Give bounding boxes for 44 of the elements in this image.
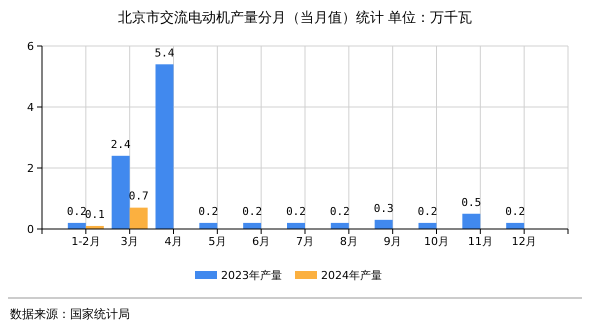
y-tick-label: 2 [27,162,34,175]
x-tick-label: 3月 [120,235,139,248]
bar [462,214,480,229]
bar [130,208,148,229]
bar [374,220,393,229]
data-label: 0.5 [461,196,482,209]
data-label: 0.2 [242,204,262,218]
y-tick-label: 4 [27,101,34,114]
data-label: 0.2 [505,204,526,218]
x-tick-label: 1-2月 [71,235,100,248]
bar [287,222,305,229]
data-label: 0.7 [128,190,149,203]
data-label: 0.2 [286,204,306,218]
x-tick-label: 4月 [164,235,182,248]
legend-label: 2024年产量 [321,269,382,282]
data-label: 0.2 [330,204,350,218]
bar [112,156,130,229]
x-tick-label: 7月 [296,235,314,248]
data-label: 0.2 [418,204,438,218]
x-tick-label: 10月 [424,235,449,248]
data-label: 5.4 [154,46,175,60]
bar [199,222,218,229]
data-label: 0.3 [374,202,394,215]
bar [68,222,86,229]
bar [506,222,524,229]
bar [156,64,174,229]
bar [243,222,262,229]
data-label: 0.2 [198,204,218,218]
x-tick-label: 6月 [252,235,270,248]
data-label: 2.4 [110,138,131,151]
bar [330,222,349,229]
chart-title: 北京市交流电动机产量分月（当月值）统计 单位：万千瓦 [118,10,472,26]
x-tick-label: 12月 [512,235,537,248]
data-label: 0.2 [66,204,87,218]
source-note: 数据来源：国家统计局 [10,307,130,321]
x-tick-label: 9月 [384,235,402,248]
x-tick-label: 5月 [208,235,226,248]
y-tick-label: 0 [27,223,34,236]
y-tick-label: 6 [27,40,34,53]
data-label: 0.1 [84,208,105,221]
legend-label: 2023年产量 [221,269,282,282]
bar [418,222,436,229]
x-tick-label: 8月 [340,235,358,248]
x-tick-label: 11月 [468,235,493,248]
